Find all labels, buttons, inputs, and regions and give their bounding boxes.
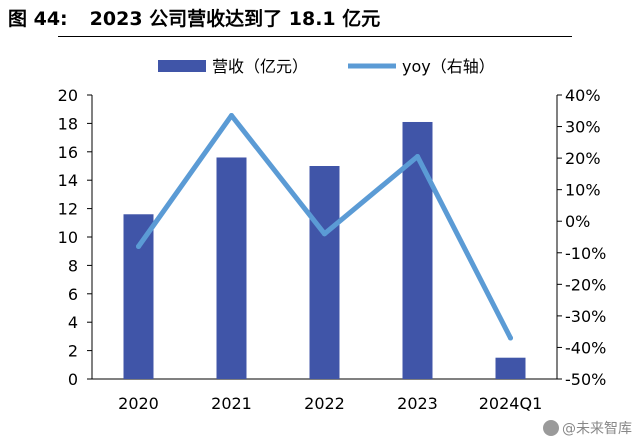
y-tick-label-right: 20% (565, 149, 601, 168)
yoy-point (322, 231, 327, 237)
y-tick-label-left: 18 (58, 114, 78, 133)
yoy-point (508, 335, 513, 341)
watermark: @未来智库 (543, 418, 632, 438)
x-tick-label: 2020 (118, 394, 159, 413)
bar (123, 214, 154, 379)
yoy-point (415, 154, 420, 160)
bar (216, 157, 247, 379)
y-tick-label-left: 2 (68, 342, 78, 361)
x-tick-label: 2024Q1 (479, 394, 543, 413)
title-rule (58, 36, 572, 37)
watermark-icon (543, 420, 559, 436)
y-tick-label-left: 14 (58, 171, 78, 190)
x-tick-label: 2023 (397, 394, 438, 413)
y-tick-label-left: 0 (68, 370, 78, 389)
figure-label: 图 44: (8, 8, 68, 30)
x-tick-label: 2022 (304, 394, 345, 413)
y-tick-label-left: 6 (68, 285, 78, 304)
y-tick-label-right: 40% (565, 86, 601, 105)
yoy-point (229, 113, 234, 119)
y-tick-label-left: 20 (58, 86, 78, 105)
y-tick-label-right: 0% (565, 212, 590, 231)
chart-title: 图 44: 2023 公司营收达到了 18.1 亿元 (8, 4, 380, 31)
y-tick-label-left: 8 (68, 256, 78, 275)
y-tick-label-right: -30% (565, 307, 606, 326)
y-tick-label-right: -10% (565, 244, 606, 263)
y-tick-label-right: -50% (565, 370, 606, 389)
x-tick-label: 2021 (211, 394, 252, 413)
legend-swatch-bar (158, 60, 206, 72)
y-tick-label-right: -40% (565, 338, 606, 357)
y-tick-label-right: 10% (565, 181, 601, 200)
legend-label-line: yoy（右轴） (402, 57, 495, 76)
watermark-text: @未来智库 (562, 421, 632, 437)
y-tick-label-left: 4 (68, 313, 78, 332)
yoy-point (136, 243, 141, 249)
y-tick-label-right: 30% (565, 118, 601, 137)
y-tick-label-left: 10 (58, 228, 78, 247)
y-tick-label-right: -20% (565, 275, 606, 294)
title-text: 2023 公司营收达到了 18.1 亿元 (89, 8, 381, 30)
bar (495, 357, 526, 379)
y-tick-label-left: 12 (58, 200, 78, 219)
legend-label-bar: 营收（亿元） (212, 57, 308, 76)
bar (309, 166, 340, 379)
y-tick-label-left: 16 (58, 143, 78, 162)
